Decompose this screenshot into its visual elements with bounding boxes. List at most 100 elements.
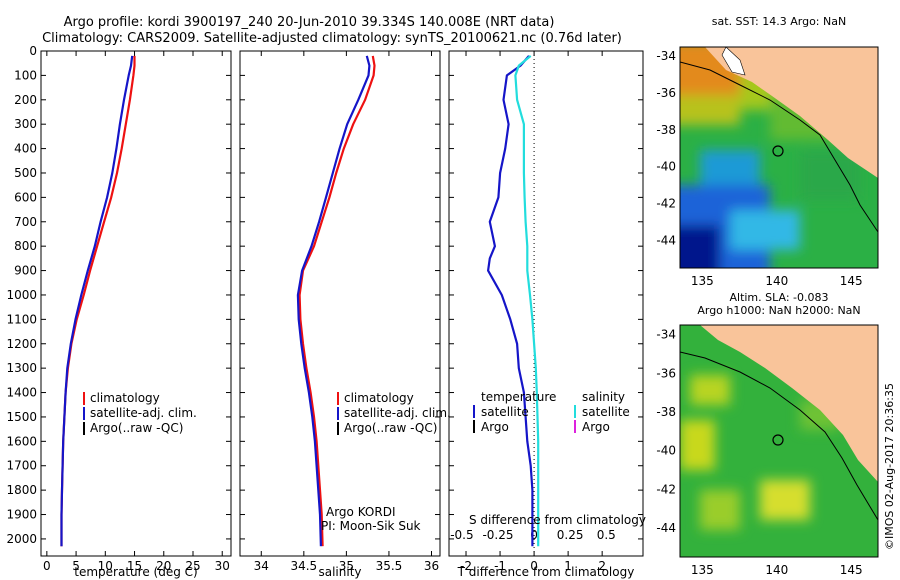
- y-tick-label: 1700: [6, 459, 37, 473]
- y-tick-label: 200: [14, 93, 37, 107]
- map-x-tick-label: 140: [765, 563, 788, 577]
- y-tick-label: 1300: [6, 361, 37, 375]
- map-y-tick-label: -44: [656, 521, 676, 535]
- legend-label-climatology: climatology: [90, 391, 160, 405]
- sst-map-title: sat. SST: 14.3 Argo: NaN: [712, 15, 846, 28]
- map-y-tick-label: -42: [656, 197, 676, 211]
- argo-location-marker: [772, 145, 784, 157]
- map-y-tick-label: -38: [656, 405, 676, 419]
- legend-label-argo: Argo(..raw -QC): [344, 421, 437, 435]
- legend-label-climatology: climatology: [344, 391, 414, 405]
- y-tick-label: 900: [14, 264, 37, 278]
- temperature-legend: climatology satellite-adj. clim. Argo(..…: [83, 391, 197, 435]
- figure-title-line1: Argo profile: kordi 3900197_240 20-Jun-2…: [64, 15, 555, 30]
- x-tick-label: 0: [530, 559, 538, 573]
- x-tick-label: 34.5: [290, 559, 317, 573]
- s-diff-tick-label: 0: [530, 528, 538, 542]
- map-x-tick-label: 140: [765, 274, 788, 288]
- series-layer: [60, 55, 540, 547]
- s-diff-tick-label: 0.5: [597, 528, 616, 542]
- legend-title-temperature: temperature: [481, 390, 556, 404]
- legend-label-s-satellite: satellite: [582, 405, 630, 419]
- salinity-legend: climatology satellite-adj. clim. Argo(..…: [321, 391, 451, 533]
- legend-title-salinity: salinity: [582, 390, 625, 404]
- y-tick-label: 1500: [6, 410, 37, 424]
- y-tick-label: 1600: [6, 434, 37, 448]
- salinity-panel: [239, 50, 441, 557]
- series-line-satellite-adj-clim-: [296, 55, 371, 547]
- sst-map-image: [680, 47, 878, 268]
- map-y-tick-label: -36: [656, 366, 676, 380]
- series-line-s-satellite: [514, 55, 540, 547]
- map-y-tick-label: -34: [656, 49, 676, 63]
- y-tick-label: 2000: [6, 532, 37, 546]
- y-tick-label: 400: [14, 142, 37, 156]
- x-tick-label: 15: [127, 559, 142, 573]
- y-tick-label: 300: [14, 117, 37, 131]
- series-line-satellite-adj-clim-: [60, 55, 134, 547]
- sst-map-frame: [679, 46, 879, 269]
- legend-label-s-argo: Argo: [582, 420, 610, 434]
- temperature-panel: [40, 50, 232, 557]
- series-line-climatology: [60, 55, 136, 547]
- sla-map-image: [680, 325, 878, 557]
- s-difference-axis-label: S difference from climatology: [469, 513, 646, 527]
- argo-location-marker: [772, 434, 784, 446]
- sla-map-title: Altim. SLA: -0.083: [729, 291, 828, 304]
- copyright-timestamp: ©IMOS 02-Aug-2017 20:36:35: [883, 383, 896, 550]
- map-y-tick-label: -38: [656, 123, 676, 137]
- argo-pi-name: PI: Moon-Sik Suk: [321, 519, 421, 533]
- x-tick-label: 1: [564, 559, 572, 573]
- y-tick-label: 800: [14, 239, 37, 253]
- x-axis-label: T difference from climatology: [457, 565, 635, 579]
- y-tick-label: 500: [14, 166, 37, 180]
- sla-map-frame: [679, 324, 879, 558]
- map-y-tick-label: -42: [656, 482, 676, 496]
- legend-label-t-satellite: satellite: [481, 405, 529, 419]
- x-tick-label: 25: [185, 559, 200, 573]
- map-y-tick-label: -44: [656, 233, 676, 247]
- y-tick-label: 1200: [6, 337, 37, 351]
- y-tick-label: 1100: [6, 312, 37, 326]
- figure-title-line2: Climatology: CARS2009. Satellite-adjuste…: [42, 31, 622, 46]
- y-tick-label: 1900: [6, 508, 37, 522]
- y-tick-label: 1400: [6, 386, 37, 400]
- map-x-tick-label: 145: [840, 563, 863, 577]
- argo-float-name: Argo KORDI: [326, 505, 395, 519]
- x-tick-label: 5: [72, 559, 80, 573]
- map-x-tick-label: 145: [840, 274, 863, 288]
- y-tick-label: 600: [14, 190, 37, 204]
- s-diff-tick-label: -0.5: [450, 528, 473, 542]
- s-diff-tick-label: -0.25: [482, 528, 513, 542]
- y-tick-label: 700: [14, 215, 37, 229]
- x-tick-label: 20: [156, 559, 171, 573]
- x-tick-label: 0: [43, 559, 51, 573]
- axes-layer: 0 5 10 15 20 25 300100200300400500600700800900…: [6, 44, 862, 579]
- y-tick-label: 100: [14, 68, 37, 82]
- map-y-tick-label: -40: [656, 444, 676, 458]
- x-tick-label: 10: [98, 559, 113, 573]
- x-tick-label: 34: [254, 559, 269, 573]
- map-y-tick-label: -40: [656, 160, 676, 174]
- legend-label-satellite: satellite-adj. clim.: [344, 406, 451, 420]
- series-line-climatology: [298, 55, 376, 547]
- x-tick-label: 36: [424, 559, 439, 573]
- x-tick-label: -1: [494, 559, 506, 573]
- x-axis-label: salinity: [318, 565, 361, 579]
- map-y-tick-label: -36: [656, 86, 676, 100]
- x-tick-label: 2: [598, 559, 606, 573]
- y-tick-label: 1000: [6, 288, 37, 302]
- legend-label-satellite: satellite-adj. clim.: [90, 406, 197, 420]
- x-tick-label: -2: [460, 559, 472, 573]
- y-tick-label: 1800: [6, 483, 37, 497]
- map-x-tick-label: 135: [691, 563, 714, 577]
- series-line-t-satellite: [487, 55, 534, 547]
- difference-legend: temperature satellite Argo salinity sate…: [469, 390, 646, 527]
- x-tick-label: 35: [339, 559, 354, 573]
- legend-label-t-argo: Argo: [481, 420, 509, 434]
- legend-label-argo: Argo(..raw -QC): [90, 421, 183, 435]
- difference-panel: [448, 50, 644, 557]
- x-tick-label: 30: [215, 559, 230, 573]
- x-axis-label: temperature (deg C): [74, 565, 197, 579]
